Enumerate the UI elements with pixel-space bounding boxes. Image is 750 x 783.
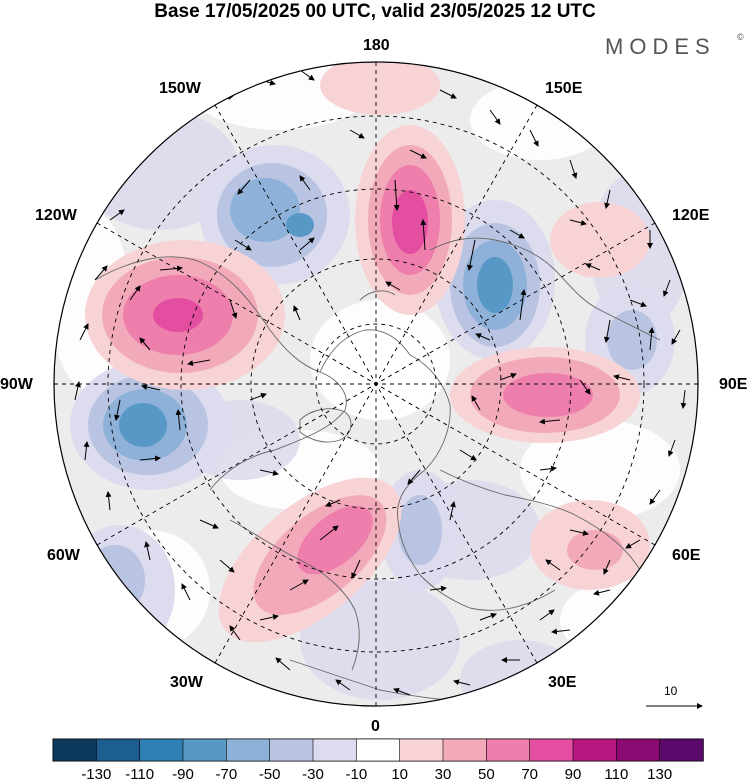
colorbar-swatch: [486, 738, 531, 762]
longitude-label-30w: 30W: [170, 674, 203, 691]
colorbar-tick-label: 110: [604, 766, 629, 783]
negative-center: [200, 145, 350, 285]
colorbar-tick-label: -30: [302, 766, 324, 783]
colorbar-swatch: [139, 738, 184, 762]
colorbar-tick-label: -50: [258, 766, 281, 783]
colorbar-tick-label: 70: [521, 766, 538, 783]
colorbar-tick-label: -130: [81, 766, 112, 783]
colorbar-swatch: [269, 738, 314, 762]
colorbar-swatch: [659, 738, 704, 762]
colorbar-swatch: [312, 738, 358, 762]
colorbar-tick-label: 10: [391, 766, 408, 783]
colorbar-swatch: [572, 738, 618, 762]
map-border: [53, 61, 699, 707]
positive-center: [320, 62, 440, 115]
positive-center: [218, 477, 402, 643]
colorbar-swatch: [52, 738, 98, 762]
negative-center: [70, 360, 230, 490]
colorbar-tick-label: 90: [564, 766, 582, 783]
colorbar-tick-label: -110: [125, 766, 155, 783]
colorbar-swatch: [226, 738, 271, 762]
colorbar-tick-label: -70: [215, 766, 238, 783]
colorbar-tick-label: 30: [434, 766, 452, 783]
copyright-mark: ©: [737, 32, 744, 42]
wind-vectors: [74, 69, 687, 696]
colorbar-swatch: [442, 738, 488, 762]
longitude-label-60w: 60W: [47, 547, 80, 564]
longitude-label-120e: 120E: [672, 207, 710, 224]
colorbar-swatch: [96, 738, 141, 762]
longitude-label-90e: 90E: [719, 376, 748, 393]
colorbar-swatch: [529, 738, 574, 762]
polar-cap: [320, 320, 440, 420]
positive-center: [530, 500, 650, 590]
colorbar-tick-label: -10: [345, 766, 368, 783]
longitude-label-180: 180: [363, 37, 390, 54]
graticule: [54, 62, 698, 706]
brand-logo: MODES: [605, 34, 716, 59]
colorbar-swatch: [182, 738, 228, 762]
negative-center: [435, 200, 555, 360]
longitude-label-150w: 150W: [159, 80, 201, 97]
longitude-label-30e: 30E: [548, 674, 577, 691]
longitude-label-90w: 90W: [0, 376, 33, 393]
map-title: Base 17/05/2025 00 UTC, valid 23/05/2025…: [154, 1, 596, 22]
reference-vector-value: 10: [664, 684, 678, 698]
colorbar-swatch: [399, 738, 444, 762]
colorbar-tick-label: 50: [477, 766, 495, 783]
longitude-label-120w: 120W: [35, 207, 77, 224]
colorbar-tick-label: -90: [172, 766, 194, 783]
colorbar-swatch: [616, 738, 661, 762]
longitude-label-150e: 150E: [545, 80, 583, 97]
longitude-label-0: 0: [371, 718, 380, 735]
colorbar-swatch: [356, 738, 401, 762]
positive-center: [450, 347, 640, 443]
colorbar-tick-label: 130: [647, 766, 673, 783]
longitude-label-60e: 60E: [672, 547, 701, 564]
